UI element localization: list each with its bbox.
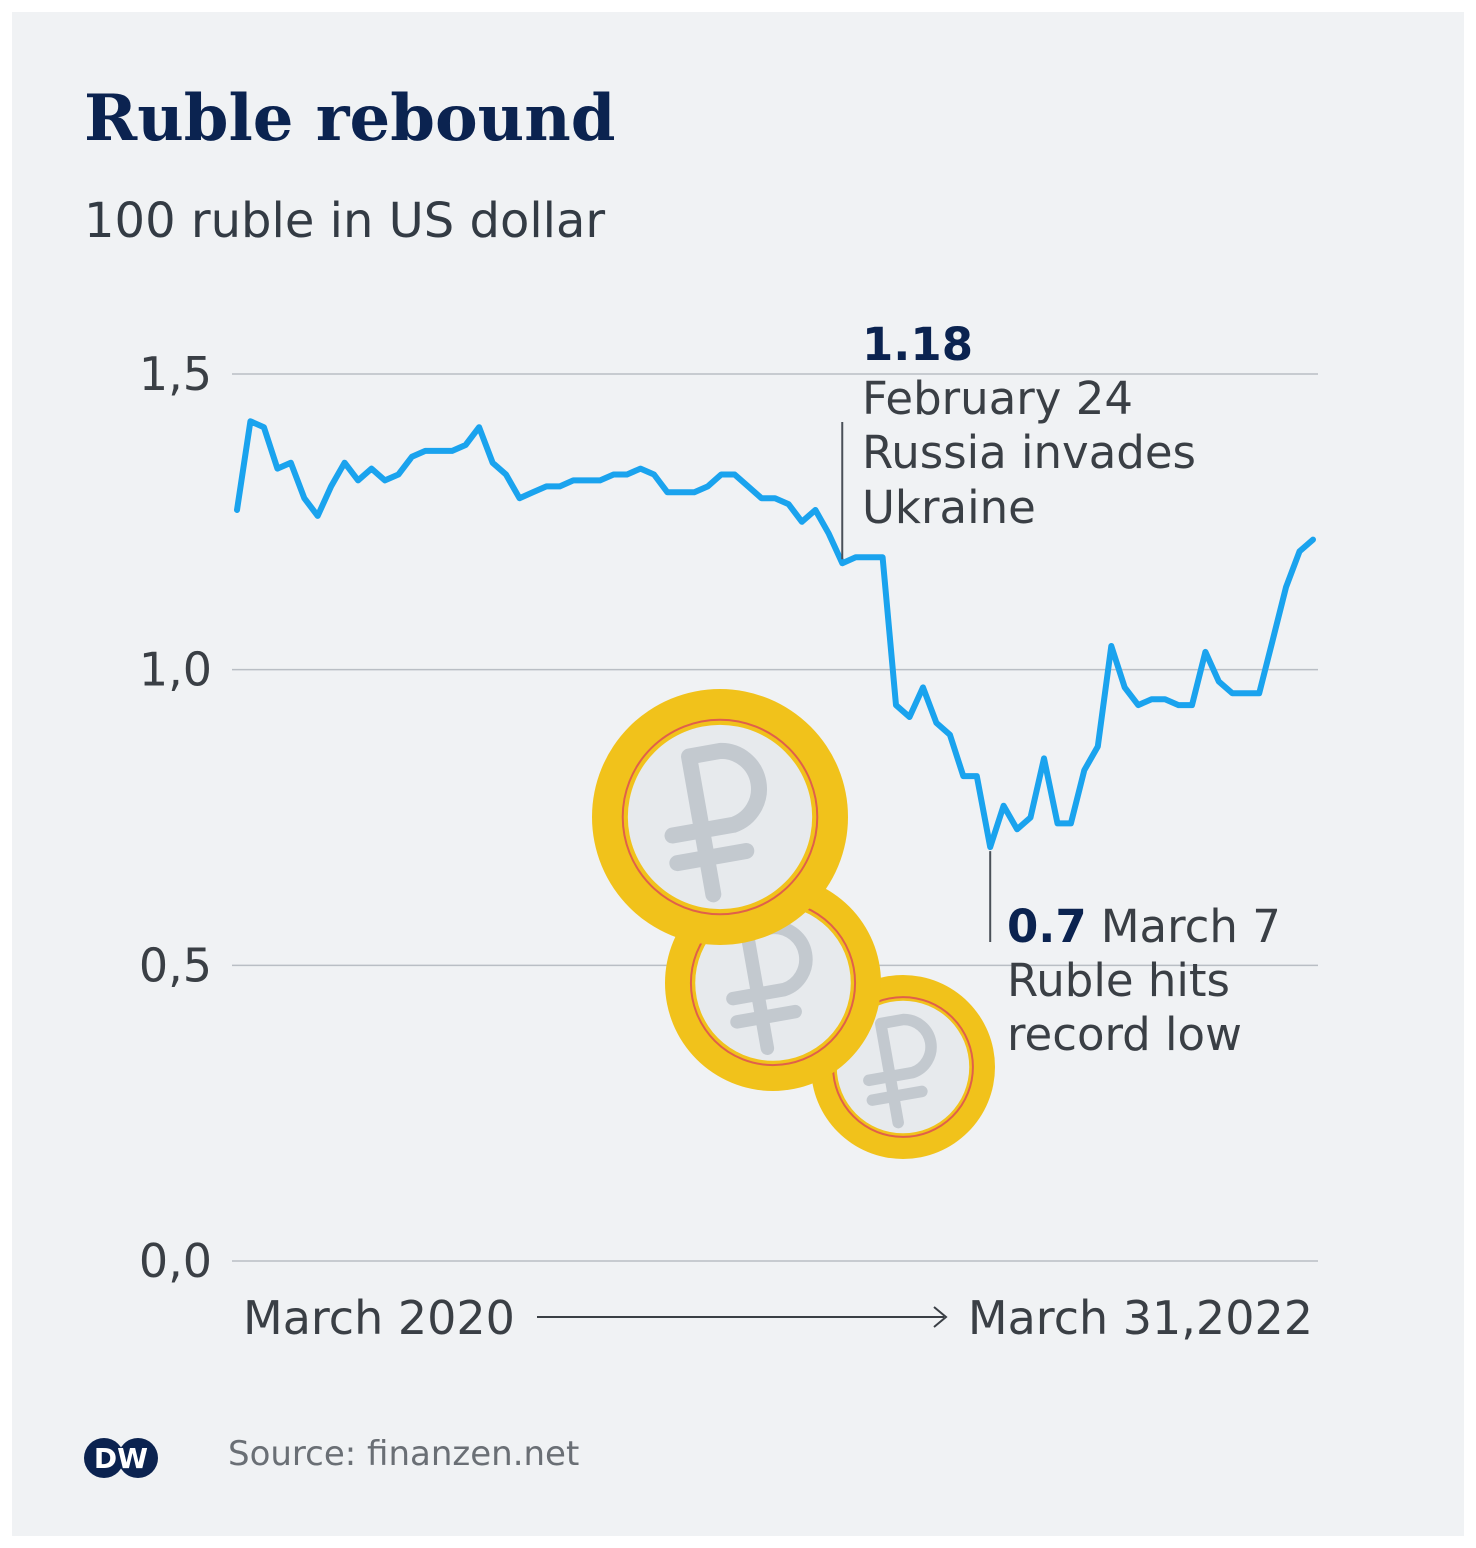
x-axis-start-label: March 2020 <box>243 1291 515 1345</box>
x-axis-end-label: March 31,2022 <box>968 1291 1313 1345</box>
y-tick-label: 1,0 <box>139 643 212 697</box>
dw-logo: DW <box>84 1438 158 1478</box>
annotation-text-low: Ruble hits <box>1007 954 1230 1007</box>
series-layer <box>234 418 1316 851</box>
y-tick-label: 0,0 <box>139 1234 212 1288</box>
annotation-text-high: Russia invades <box>862 426 1196 479</box>
series-line <box>234 418 1316 851</box>
y-tick-label: 0,5 <box>139 938 212 992</box>
y-tick-label: 1,5 <box>139 347 212 401</box>
annotation-value-low: 0.7 <box>1007 900 1087 953</box>
chart-subtitle: 100 ruble in US dollar <box>84 193 605 249</box>
arrow-head-icon <box>933 1306 948 1328</box>
annotation-layer: 1.18 February 24 Russia invades Ukraine … <box>841 318 1281 1061</box>
grid-layer: 0,0 0,5 1,0 1,5 <box>139 347 1318 1288</box>
coins-decoration <box>592 689 995 1159</box>
dw-logo-circle-w <box>118 1438 158 1478</box>
annotation-header-low: 0.7 March 7 <box>1007 900 1281 953</box>
annotation-value-high: 1.18 <box>862 318 973 371</box>
ruble-coin-icon <box>592 689 848 945</box>
dw-logo-circle-d <box>84 1438 124 1478</box>
annotation-date-high: February 24 <box>862 372 1133 425</box>
annotation-text-low: record low <box>1007 1008 1242 1061</box>
chart-title: Ruble rebound <box>84 81 615 156</box>
source-label: Source: finanzen.net <box>228 1434 579 1474</box>
annotation-text-high: Ukraine <box>862 481 1036 534</box>
dw-logo-text: DW <box>94 1442 148 1475</box>
annotation-date-low: March 7 <box>1101 900 1281 953</box>
